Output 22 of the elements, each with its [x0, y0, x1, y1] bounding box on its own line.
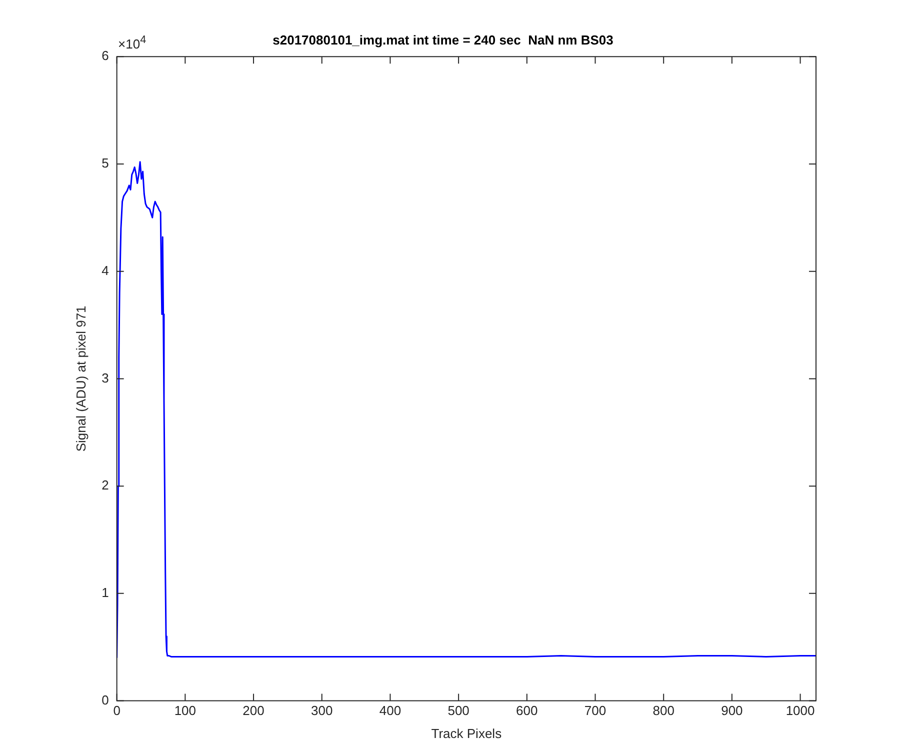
y-tick-label: 4 [102, 262, 109, 278]
x-axis-title: Track Pixels [431, 726, 502, 741]
y-tick-label: 1 [102, 585, 109, 600]
x-tick-label: 900 [721, 703, 743, 718]
x-tick-label: 0 [113, 703, 120, 718]
x-tick-label: 400 [379, 703, 402, 718]
y-axis-title: Signal (ADU) at pixel 971 [73, 306, 88, 452]
y-tick-label: 0 [102, 692, 109, 708]
x-tick-label: 700 [584, 703, 606, 718]
x-tick-label: 600 [516, 703, 538, 718]
y-tick-label: 2 [102, 478, 109, 493]
x-tick-label: 800 [652, 703, 674, 718]
x-tick-label: 300 [311, 703, 333, 718]
text: ×10$^{4}$ [118, 34, 146, 52]
y-tick-label: 6 [102, 48, 109, 64]
x-tick-label: 1000 [786, 703, 815, 718]
x-tick-label: 500 [448, 703, 470, 718]
x-tick-label: 200 [242, 703, 264, 718]
y-tick-label: 3 [102, 370, 109, 386]
x-tick-label: 100 [174, 703, 196, 718]
chart-title: s2017080101_img.mat int time = 240 sec NaN nm BS03 [272, 32, 614, 48]
y-tick-label: 5 [102, 156, 109, 171]
